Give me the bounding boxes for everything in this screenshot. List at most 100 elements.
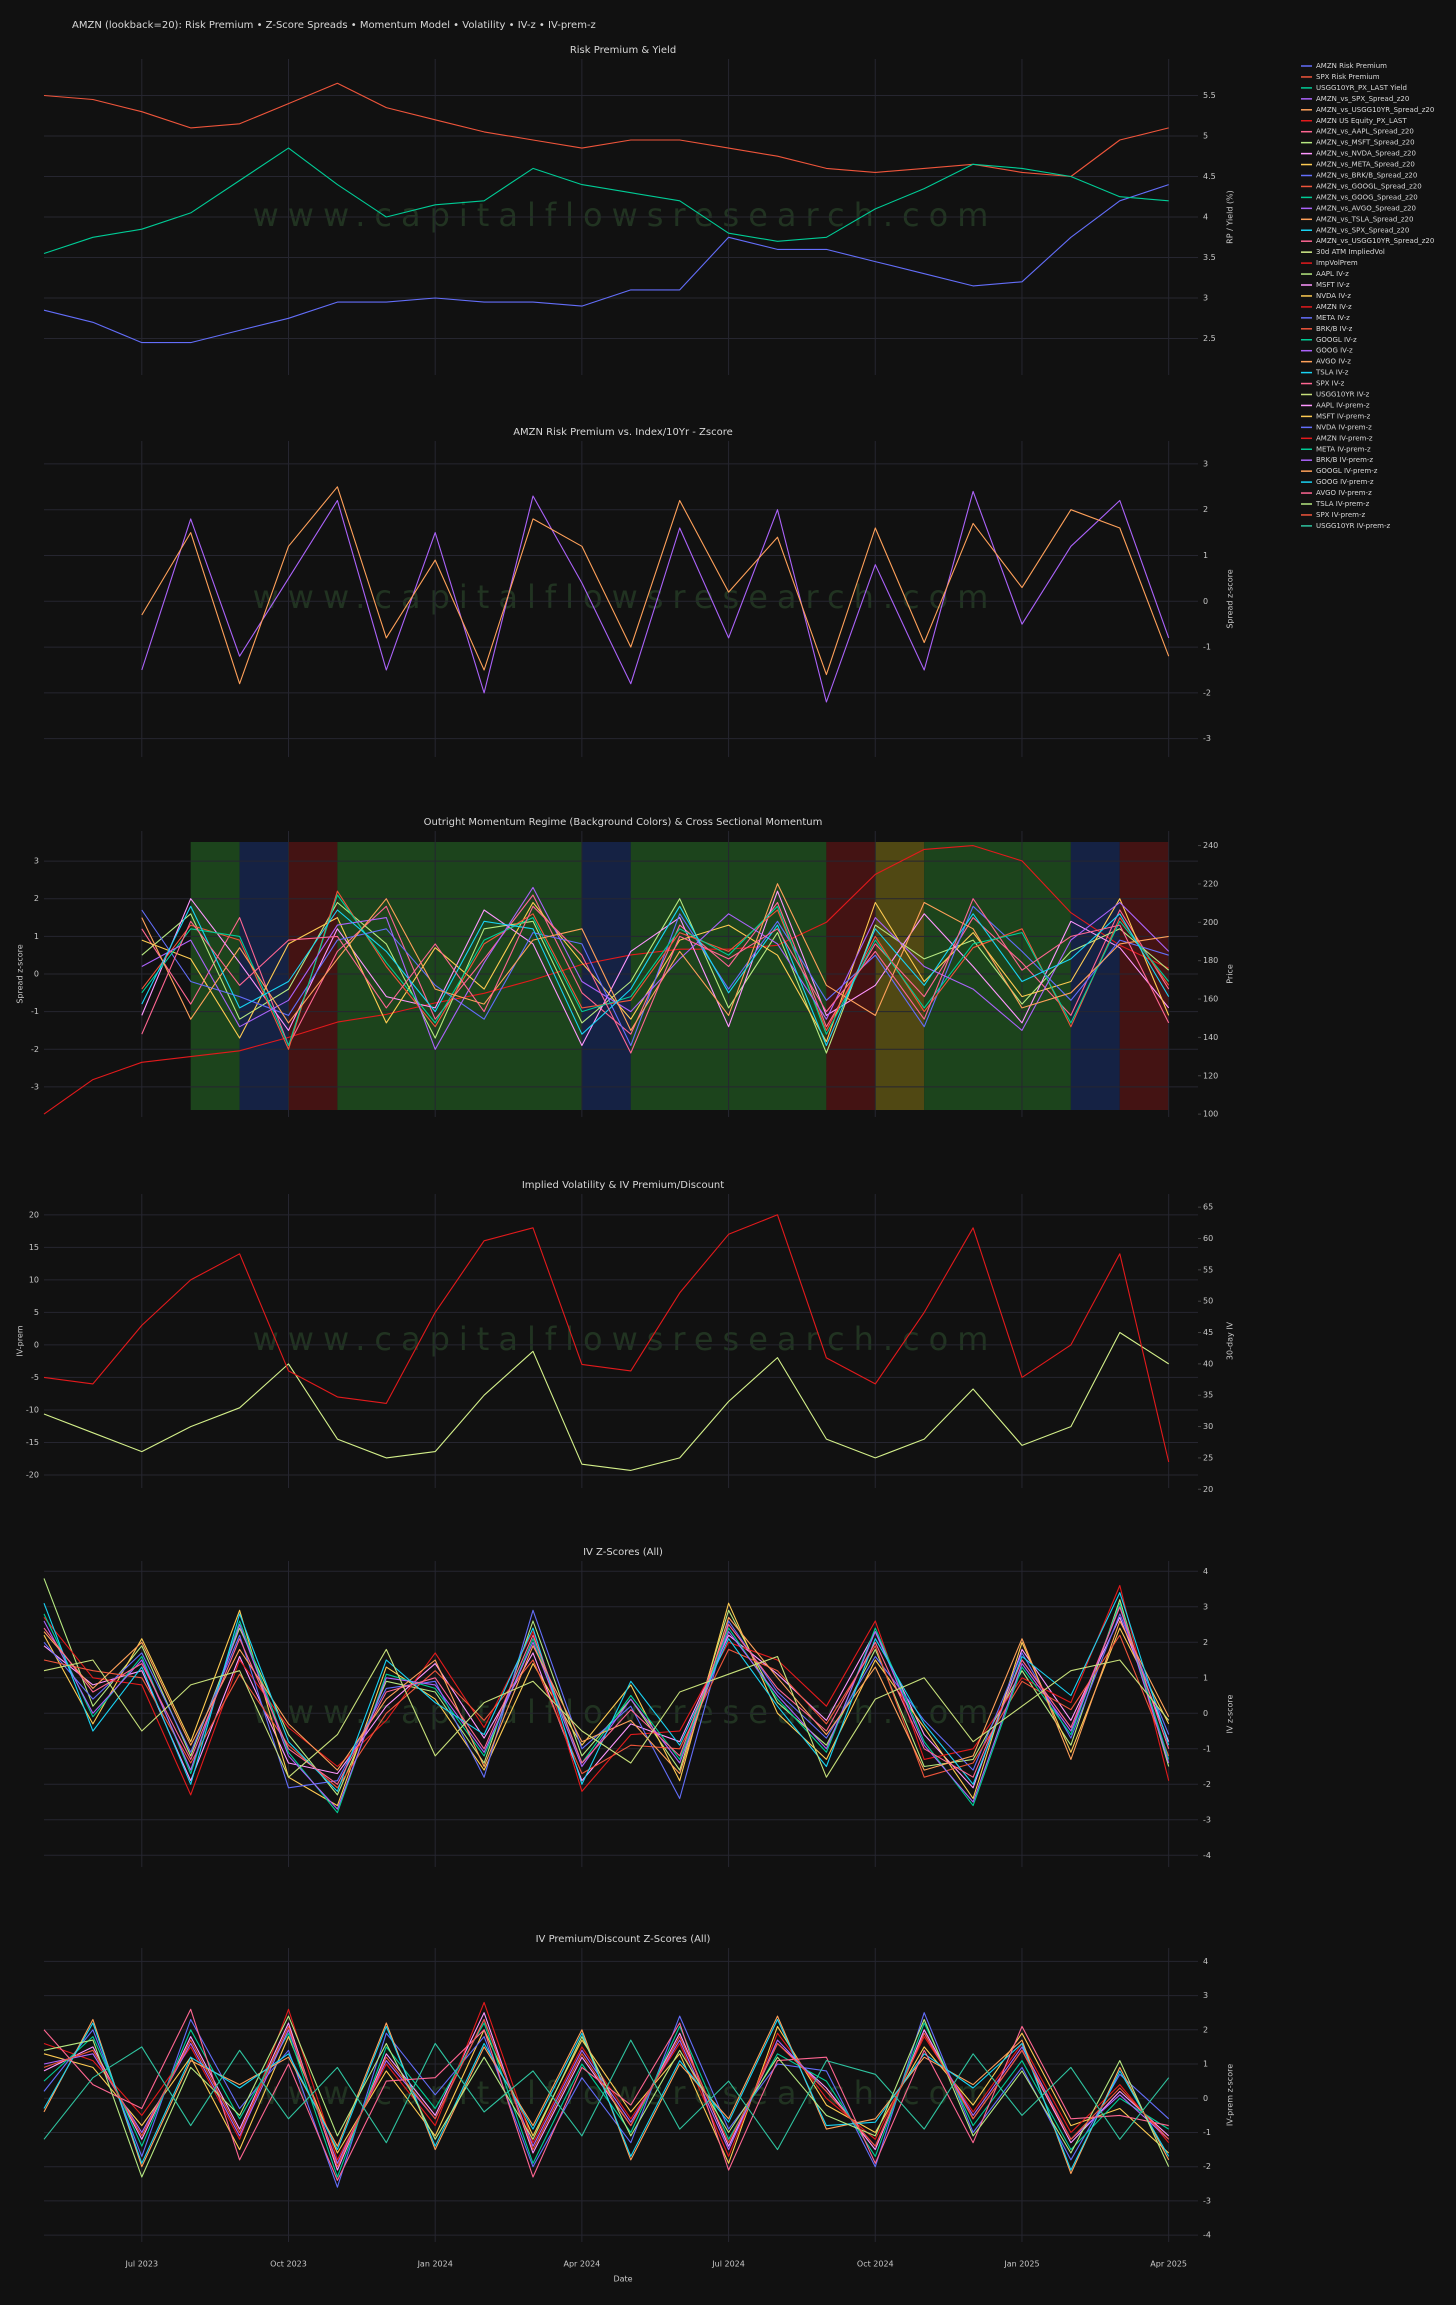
regime-band	[1070, 842, 1120, 1110]
x-tick-label: Jul 2024	[711, 2260, 745, 2269]
y2-tick-label: 120	[1203, 1071, 1218, 1080]
series-line	[43, 1606, 1170, 1785]
y2-tick-label: 240	[1203, 841, 1218, 850]
y2-tick-label: 60	[1203, 1234, 1213, 1243]
y-axis-label: IV-prem	[16, 1325, 25, 1356]
y2-tick-label: 4	[1203, 1567, 1208, 1576]
y2-tick-label: 1	[1203, 2060, 1208, 2069]
regime-band	[288, 842, 338, 1110]
y2-tick-label: 3	[1203, 1602, 1208, 1611]
series-line	[141, 905, 1170, 1047]
y-tick-label: -3	[31, 1082, 39, 1091]
legend-label: GOOGL IV-prem-z	[1316, 467, 1378, 475]
series-line	[43, 1602, 1170, 1814]
y2-tick-label: 0	[1203, 597, 1208, 606]
y2-tick-label: -1	[1203, 1744, 1211, 1753]
legend-label: USGG10YR IV-z	[1316, 391, 1370, 399]
y2-tick-label: -2	[1203, 1780, 1211, 1789]
y2-tick-label: 1	[1203, 1673, 1208, 1682]
y2-tick-label: 0	[1203, 2094, 1208, 2103]
series-line	[43, 2012, 1170, 2188]
legend-label: ImpVolPrem	[1316, 259, 1358, 267]
legend-label: AMZN US Equity_PX_LAST	[1316, 117, 1407, 125]
series-line	[141, 894, 1170, 1047]
series-line	[43, 2022, 1169, 2178]
y2-tick-label: -1	[1203, 643, 1211, 652]
panel-title: AMZN Risk Premium vs. Index/10Yr - Zscor…	[513, 427, 733, 438]
y2-tick-label: 140	[1203, 1033, 1218, 1042]
legend-label: AMZN_vs_SPX_Spread_z20	[1316, 226, 1409, 234]
y-tick-label: 10	[29, 1275, 39, 1284]
regime-band	[239, 842, 289, 1110]
x-tick-label: Jan 2024	[417, 2260, 453, 2269]
series-line	[43, 2001, 1170, 2161]
regime-band	[924, 842, 1071, 1110]
y2-axis-label: 30-day IV	[1226, 1321, 1235, 1360]
series-line	[141, 490, 1170, 703]
legend-label: NVDA IV-prem-z	[1316, 423, 1372, 431]
y2-tick-label: 35	[1203, 1391, 1213, 1400]
watermark: www.capitalflowsresearch.com	[253, 1693, 998, 1731]
y2-tick-label: -2	[1203, 2162, 1211, 2171]
y2-tick-label: 2.5	[1203, 334, 1216, 343]
x-tick-label: Apr 2025	[1150, 2260, 1187, 2269]
regime-band	[581, 842, 631, 1110]
y-tick-label: -10	[26, 1405, 39, 1414]
legend-label: SPX Risk Premium	[1316, 73, 1380, 81]
y2-axis-label: Price	[1226, 964, 1235, 984]
legend-label: GOOG IV-z	[1316, 347, 1353, 355]
y2-tick-label: 180	[1203, 956, 1218, 965]
legend-label: AMZN_vs_GOOGL_Spread_z20	[1316, 182, 1422, 190]
legend-label: AMZN Risk Premium	[1316, 62, 1387, 70]
y-tick-label: 15	[29, 1243, 39, 1252]
y2-tick-label: 100	[1203, 1110, 1218, 1119]
y-tick-label: 2	[34, 894, 39, 903]
legend-label: AMZN_vs_TSLA_Spread_z20	[1316, 215, 1413, 223]
legend-label: TSLA IV-z	[1315, 369, 1349, 377]
y2-tick-label: 55	[1203, 1265, 1213, 1274]
legend-label: AAPL IV-z	[1316, 270, 1349, 278]
y2-tick-label: 3	[1203, 294, 1208, 303]
y2-axis-label: Spread z-score	[1226, 569, 1235, 628]
y-tick-label: -1	[31, 1007, 39, 1016]
legend-label: 30d ATM ImpliedVol	[1316, 248, 1385, 256]
y2-tick-label: 50	[1203, 1297, 1213, 1306]
panel-title: Outright Momentum Regime (Background Col…	[424, 817, 823, 828]
series-line	[141, 890, 1170, 1047]
legend-label: META IV-z	[1316, 314, 1350, 322]
legend-label: GOOG IV-prem-z	[1316, 478, 1374, 486]
y-tick-label: -5	[31, 1373, 39, 1382]
y-tick-label: -20	[26, 1470, 39, 1479]
regime-band	[190, 842, 240, 1110]
y-tick-label: 20	[29, 1210, 39, 1219]
x-tick-label: Jul 2023	[125, 2260, 159, 2269]
y2-tick-label: 2	[1203, 1638, 1208, 1647]
series-line	[43, 147, 1169, 255]
legend-label: AVGO IV-prem-z	[1316, 489, 1372, 497]
regime-band	[337, 842, 582, 1110]
series-line	[43, 1592, 1170, 1792]
y2-tick-label: 220	[1203, 879, 1218, 888]
y-axis-label: Spread z-score	[16, 944, 25, 1003]
series-line	[141, 883, 1169, 1031]
legend-label: AMZN_vs_USGG10YR_Spread_z20	[1316, 106, 1434, 114]
series-line	[43, 1331, 1169, 1471]
legend-label: AMZN_vs_META_Spread_z20	[1316, 161, 1415, 169]
legend-label: BRK/B IV-prem-z	[1316, 456, 1373, 464]
y2-tick-label: 3	[1203, 1991, 1208, 2000]
panel-title: IV Premium/Discount Z-Scores (All)	[536, 1934, 711, 1945]
series-line	[43, 1602, 1170, 1807]
y2-tick-label: -1	[1203, 2128, 1211, 2137]
legend-label: AMZN IV-z	[1316, 303, 1352, 311]
series-line	[43, 845, 1169, 1115]
series-line	[141, 905, 1169, 1047]
series-line	[43, 2018, 1170, 2168]
y2-tick-label: 30	[1203, 1422, 1213, 1431]
legend-label: MSFT IV-prem-z	[1316, 412, 1371, 420]
x-axis-label: Date	[613, 2275, 632, 2284]
legend-label: AMZN_vs_BRK/B_Spread_z20	[1316, 172, 1417, 180]
series-line	[141, 898, 1170, 1054]
legend-label: GOOGL IV-z	[1316, 336, 1357, 344]
